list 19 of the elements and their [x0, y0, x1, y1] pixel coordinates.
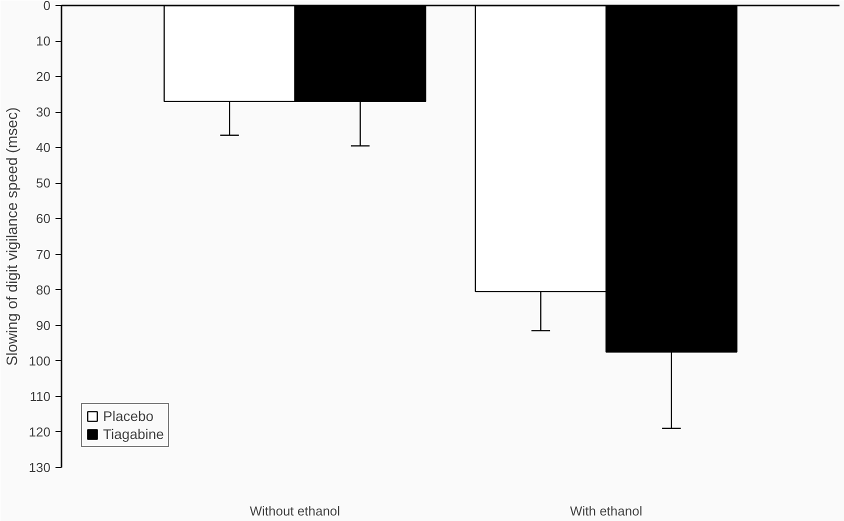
- y-tick-label: 0: [43, 0, 51, 13]
- y-tick-label: 10: [36, 34, 51, 49]
- y-axis-title: Slowing of digit vigilance speed (msec): [4, 107, 21, 366]
- legend-label: Placebo: [103, 408, 154, 424]
- y-tick-label: 100: [28, 353, 51, 368]
- y-tick-label: 130: [28, 460, 51, 475]
- x-tick-label: Without ethanol: [250, 504, 340, 518]
- y-tick-label: 80: [36, 282, 51, 298]
- y-tick-label: 50: [36, 176, 51, 191]
- y-tick-label: 90: [36, 318, 51, 333]
- y-tick-label: 40: [36, 140, 51, 156]
- y-tick-label: 110: [30, 388, 51, 404]
- y-tick-label: 20: [36, 69, 51, 84]
- y-tick-label: 30: [36, 104, 51, 120]
- y-tick-label: 60: [36, 211, 51, 226]
- y-tick-label: 70: [36, 246, 51, 262]
- legend-label: Tiagabine: [103, 426, 164, 442]
- x-tick-label: With ethanol: [570, 504, 642, 518]
- y-tick-label: 120: [28, 424, 51, 440]
